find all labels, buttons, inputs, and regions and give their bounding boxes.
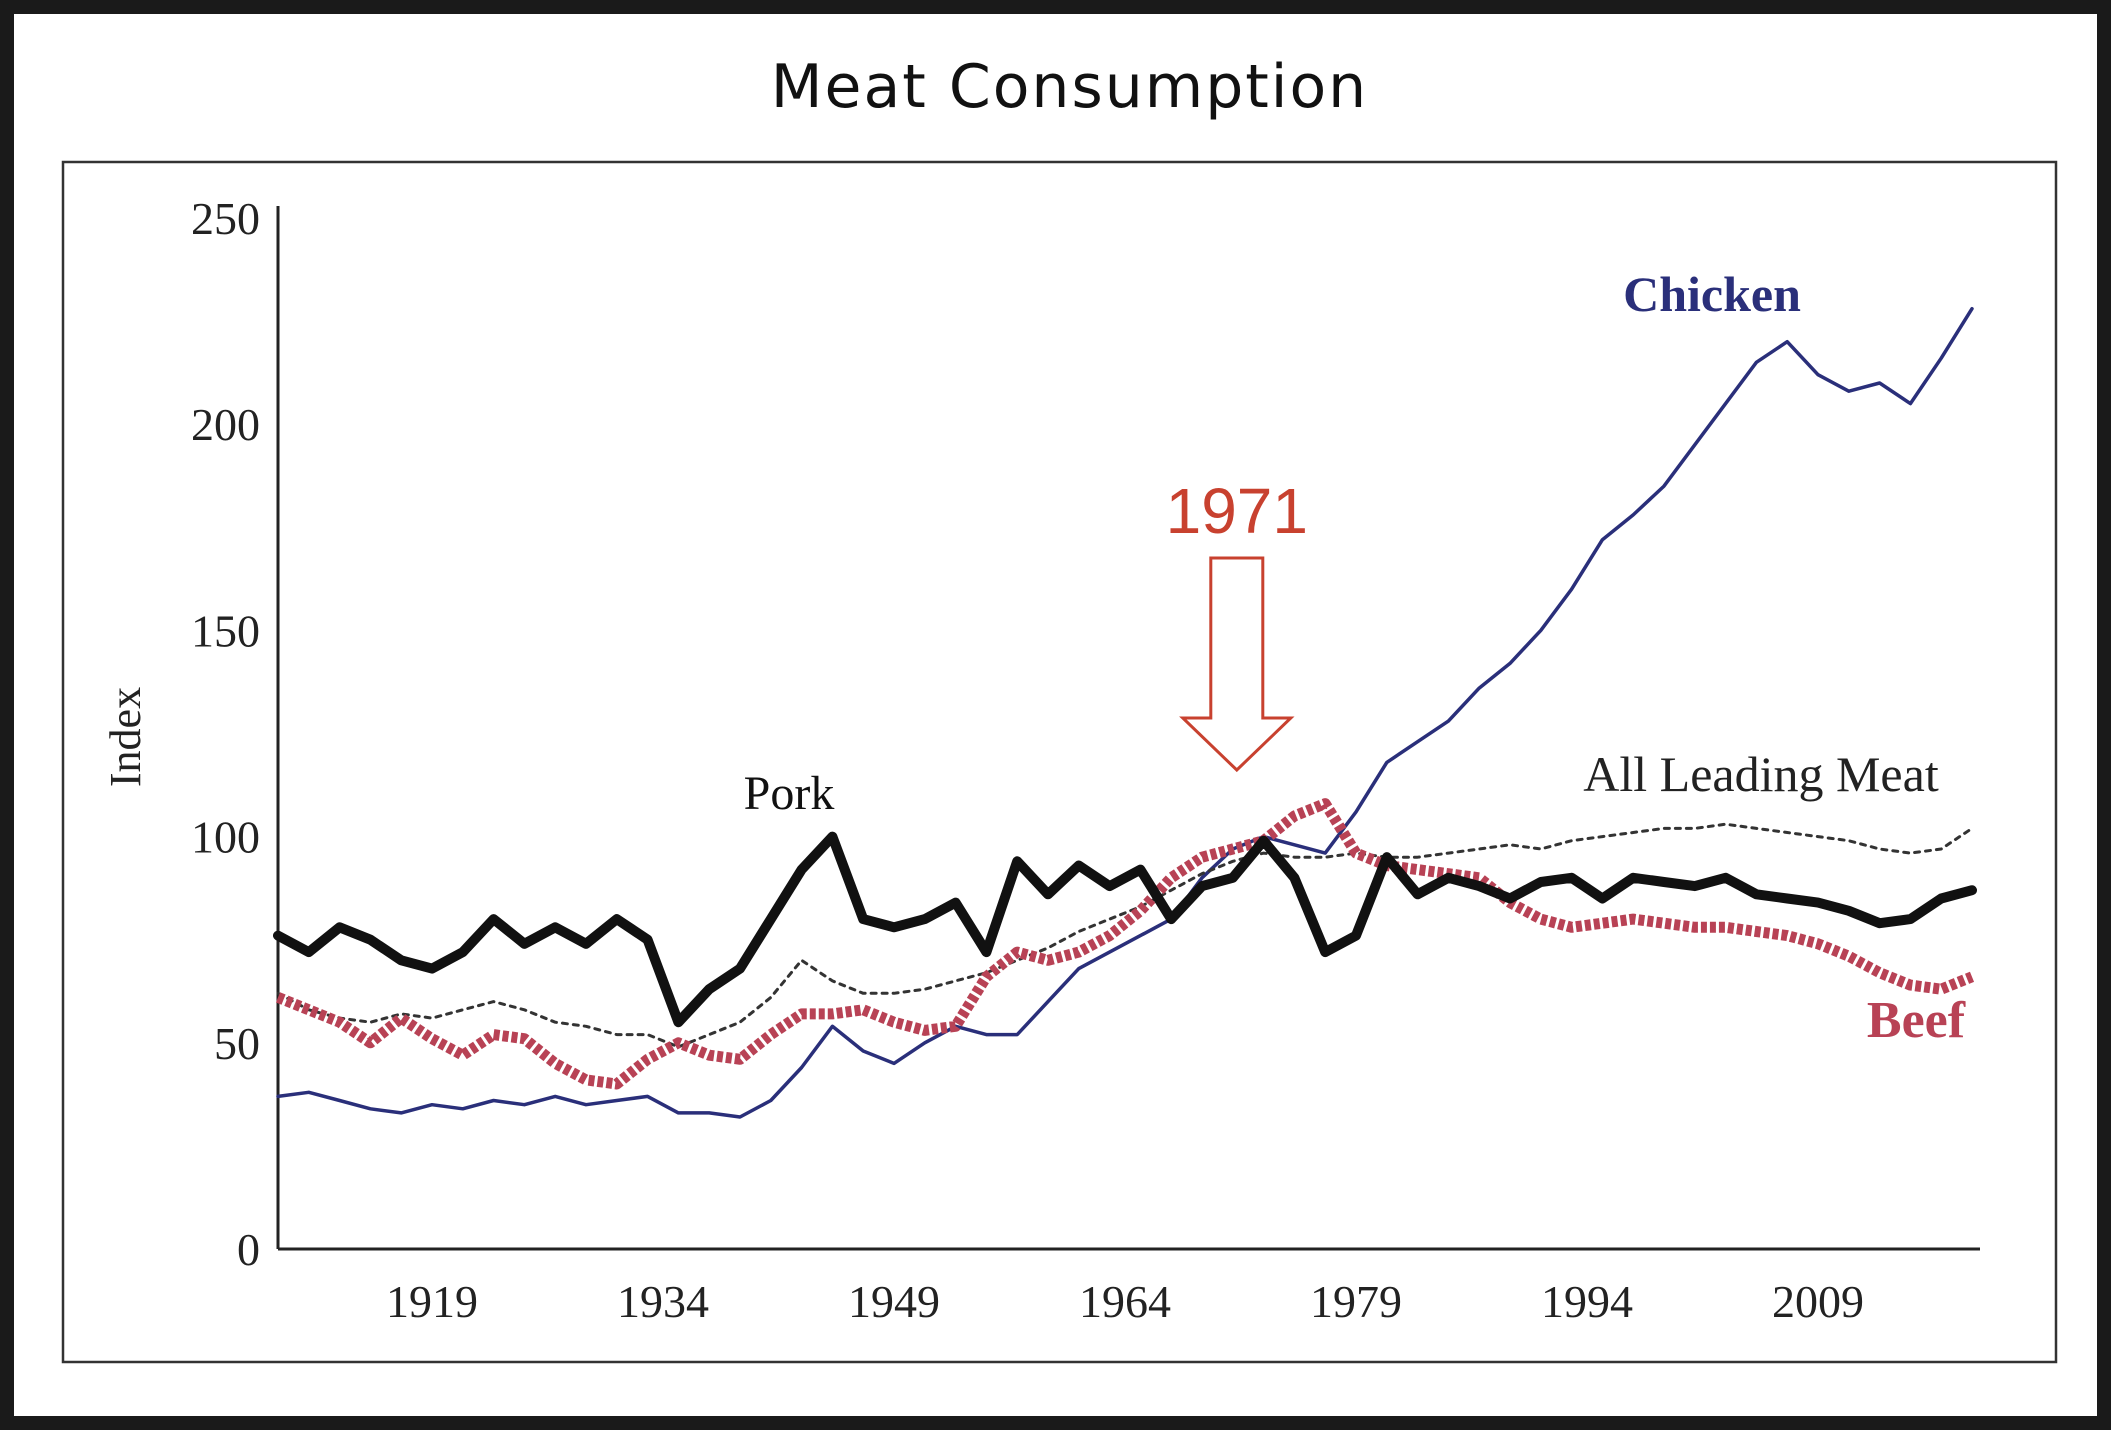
y-tick-label-250: 250 — [191, 193, 260, 244]
annotation: 1971 — [1166, 475, 1308, 773]
annotation-label: 1971 — [1166, 475, 1308, 547]
x-tick-label-1994: 1994 — [1541, 1276, 1633, 1327]
y-tick-label-150: 150 — [191, 605, 260, 656]
series-label-beef: Beef — [1867, 992, 1966, 1049]
series-label-chicken: Chicken — [1623, 266, 1801, 322]
down-arrow-icon — [1179, 556, 1295, 773]
axes: 0 50 100 150 200 250 1919 1934 1949 1964 1979 1994 2… — [101, 193, 1980, 1327]
x-tick-label-1949: 1949 — [848, 1276, 940, 1327]
y-tick-label-200: 200 — [191, 399, 260, 450]
series-layer — [273, 306, 1977, 1119]
chart-frame — [61, 160, 2058, 1364]
chart: 0 50 100 150 200 250 1919 1934 1949 1964 1979 1994 2… — [61, 160, 2058, 1364]
y-axis-title: Index — [101, 687, 150, 787]
y-tick-label-100: 100 — [191, 812, 260, 863]
x-tick-label-1934: 1934 — [617, 1276, 709, 1327]
y-tick-label-50: 50 — [214, 1018, 260, 1069]
y-tick-label-0: 0 — [237, 1224, 260, 1275]
x-tick-label-1979: 1979 — [1310, 1276, 1402, 1327]
series-line-pork — [273, 831, 1977, 1028]
labels-layer: Chicken Pork All Leading Meat Beef — [744, 266, 1966, 1049]
series-label-pork: Pork — [744, 767, 835, 820]
slide: 0 50 100 150 200 250 1919 1934 1949 1964 1979 1994 2… — [14, 14, 2097, 1416]
series-line-beef — [275, 798, 1975, 1090]
series-line-chicken — [276, 306, 1974, 1119]
x-tick-label-1919: 1919 — [386, 1276, 478, 1327]
x-tick-label-1964: 1964 — [1079, 1276, 1171, 1327]
series-line-all-leading-meat — [276, 822, 1974, 1049]
page-title: Meat Consumption — [770, 52, 1369, 122]
x-tick-label-2009: 2009 — [1772, 1276, 1864, 1327]
series-label-all-leading-meat: All Leading Meat — [1583, 746, 1939, 802]
